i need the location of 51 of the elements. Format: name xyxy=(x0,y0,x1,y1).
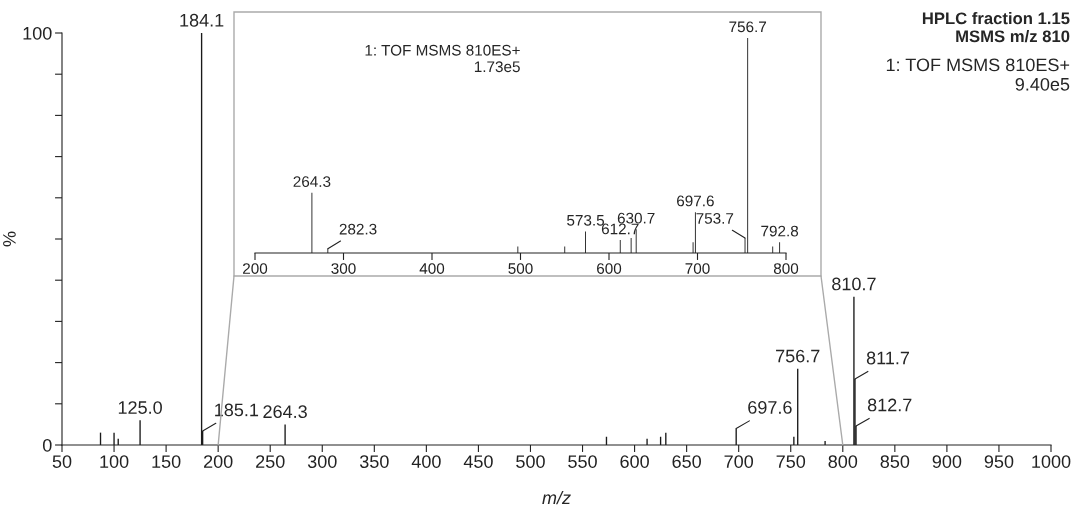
x-tick-label: 550 xyxy=(568,455,597,468)
x-tick-label: 200 xyxy=(243,263,268,274)
x-tick-label: 450 xyxy=(463,455,493,468)
x-tick-label: 150 xyxy=(152,455,181,468)
x-tick-label: 900 xyxy=(932,455,962,468)
annotation: 612.7 xyxy=(601,223,639,235)
x-tick-label: 500 xyxy=(508,263,533,274)
x-tick-label: 400 xyxy=(411,455,441,468)
text: 1: TOF MSMS 810ES+ 1.73e5 xyxy=(365,44,520,73)
x-tick-label: 800 xyxy=(773,263,799,274)
x-tick-label: 300 xyxy=(331,263,356,274)
annotation: 264.3 xyxy=(263,405,307,419)
annotation: 184.1 xyxy=(180,13,224,27)
annotation: 753.7 xyxy=(696,213,734,224)
x-tick-label: 750 xyxy=(776,455,806,468)
y-tick-label: 0 xyxy=(42,438,52,452)
chart-title: HPLC fraction 1.15 MSMS m/z 810 xyxy=(922,12,1070,43)
annotation: 185.1 xyxy=(215,403,259,417)
x-tick-label: 800 xyxy=(828,455,858,468)
x-tick-label: 650 xyxy=(672,455,701,468)
annotation: 810.7 xyxy=(832,277,876,291)
x-tick-label: 300 xyxy=(307,455,337,468)
annotation: 282.3 xyxy=(339,223,377,235)
annotation: 792.8 xyxy=(761,225,799,237)
x-axis-title: m/z xyxy=(542,491,571,505)
x-tick-label: 950 xyxy=(984,455,1014,468)
annotation: 264.3 xyxy=(293,176,331,187)
x-tick-label: 400 xyxy=(419,263,445,274)
annotation: 573.5 xyxy=(567,214,605,226)
x-tick-label: 500 xyxy=(516,455,545,468)
annotation: 756.7 xyxy=(776,349,820,363)
x-tick-label: 100 xyxy=(100,455,129,468)
x-tick-label: 850 xyxy=(880,455,910,468)
annotation: 697.6 xyxy=(748,401,792,414)
annotation: 811.7 xyxy=(866,351,910,365)
text: 1: TOF MSMS 810ES+ 9.40e5 xyxy=(886,58,1070,91)
x-tick-label: 600 xyxy=(597,263,622,274)
x-tick-label: 700 xyxy=(685,263,710,274)
x-tick-label: 50 xyxy=(52,455,72,468)
annotation: 630.7 xyxy=(617,212,655,224)
x-tick-label: 600 xyxy=(620,455,649,468)
x-tick-label: 1000 xyxy=(1032,455,1071,468)
annotation: 125.0 xyxy=(118,401,162,414)
x-tick-label: 700 xyxy=(724,455,754,468)
annotation: 756.7 xyxy=(729,21,767,33)
x-tick-label: 350 xyxy=(359,455,389,468)
x-tick-label: 200 xyxy=(204,455,233,468)
annotation: 812.7 xyxy=(867,398,912,412)
annotation: 697.6 xyxy=(677,195,714,207)
y-axis-title: % xyxy=(3,231,16,247)
x-tick-label: 250 xyxy=(256,455,285,468)
